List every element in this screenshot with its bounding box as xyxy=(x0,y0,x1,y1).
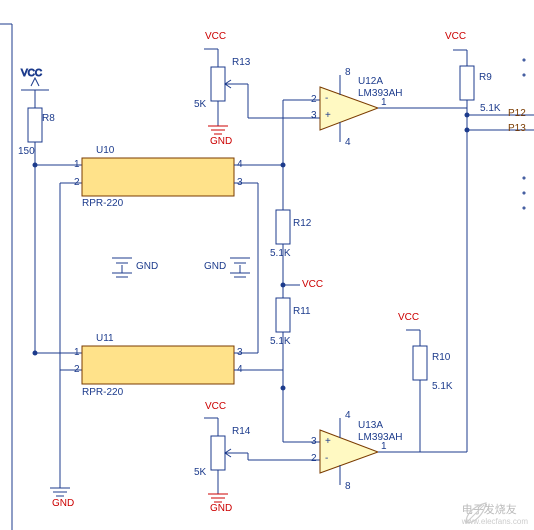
r14-val: 5K xyxy=(194,468,206,478)
u13a-minus: - xyxy=(325,454,328,464)
u12a-p1: 1 xyxy=(381,98,387,108)
r10-ref: R10 xyxy=(432,353,450,363)
r12-ref: R12 xyxy=(293,219,311,229)
r8-val: 150 xyxy=(18,147,35,157)
schematic-svg: VCC xyxy=(0,0,534,530)
r14-ref: R14 xyxy=(232,427,250,437)
vcc-r13: VCC xyxy=(205,32,226,42)
gnd-mid-left: GND xyxy=(136,262,158,272)
r9-ref: R9 xyxy=(479,73,492,83)
u12a-plus: + xyxy=(325,111,331,121)
u12a-p8: 8 xyxy=(345,68,351,78)
r13-ref: R13 xyxy=(232,58,250,68)
u11-p3: 3 xyxy=(237,348,243,358)
net-p12: P12 xyxy=(508,109,526,119)
u13a-ref: U13A xyxy=(358,421,383,431)
schematic-canvas: VCC R8 150 VCC VCC VCC VCC VCC R13 5K R1… xyxy=(0,0,534,530)
leaf-icon xyxy=(462,501,488,527)
u13a-p4: 4 xyxy=(345,411,351,421)
gnd-r13: GND xyxy=(210,137,232,147)
vcc-mid: VCC xyxy=(302,280,323,290)
u13a-p8: 8 xyxy=(345,482,351,492)
r13-val: 5K xyxy=(194,100,206,110)
u13a-p3: 3 xyxy=(311,437,317,447)
gnd-bottom-left: GND xyxy=(52,499,74,509)
r10-val: 5.1K xyxy=(432,382,453,392)
gnd-r14: GND xyxy=(210,504,232,514)
vcc-r9: VCC xyxy=(445,32,466,42)
u13a-plus: + xyxy=(325,437,331,447)
u11-p2: 2 xyxy=(74,365,80,375)
r8-ref: R8 xyxy=(42,114,55,124)
u11-part: RPR-220 xyxy=(82,388,123,398)
r12-val: 5.1K xyxy=(270,249,291,259)
u11-p4: 4 xyxy=(237,365,243,375)
vcc-r14: VCC xyxy=(205,402,226,412)
u11-ref: U11 xyxy=(96,334,114,344)
r11-ref: R11 xyxy=(293,307,311,317)
r9-val: 5.1K xyxy=(480,104,501,114)
vcc-r8: VCC xyxy=(21,68,42,79)
u12a-p4: 4 xyxy=(345,138,351,148)
watermark: 电子发烧友 www.elecfans.com xyxy=(462,501,528,526)
gnd-mid-right: GND xyxy=(204,262,226,272)
net-p13: P13 xyxy=(508,124,526,134)
u13a-p2: 2 xyxy=(311,454,317,464)
u10-p2: 2 xyxy=(74,178,80,188)
u10-ref: U10 xyxy=(96,146,114,156)
u13a-p1: 1 xyxy=(381,442,387,452)
vcc-r10: VCC xyxy=(398,313,419,323)
u10-p1: 1 xyxy=(74,160,80,170)
u12a-ref: U12A xyxy=(358,77,383,87)
u10-part: RPR-220 xyxy=(82,199,123,209)
u10-p4: 4 xyxy=(237,160,243,170)
u12a-p2: 2 xyxy=(311,95,317,105)
u12a-p3: 3 xyxy=(311,111,317,121)
r11-val: 5.1K xyxy=(270,337,291,347)
u11-p1: 1 xyxy=(74,348,80,358)
u12a-minus: - xyxy=(325,94,328,104)
u10-p3: 3 xyxy=(237,178,243,188)
